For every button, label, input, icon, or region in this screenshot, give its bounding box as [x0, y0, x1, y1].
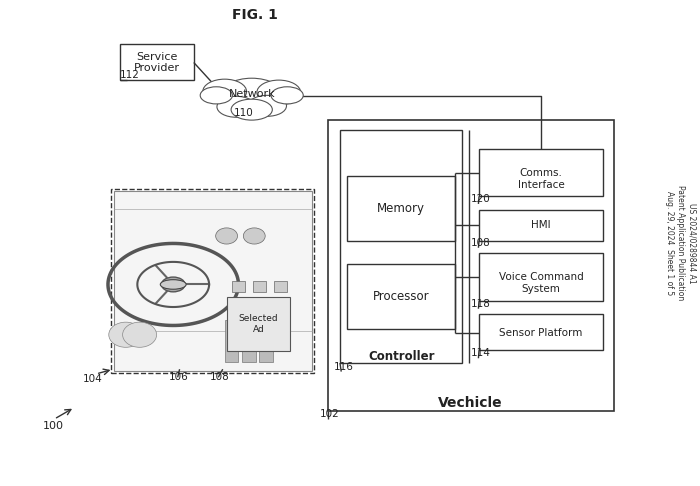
Circle shape	[122, 322, 157, 347]
Text: 104: 104	[83, 374, 103, 384]
FancyBboxPatch shape	[274, 281, 287, 292]
Text: Memory: Memory	[377, 202, 425, 215]
Text: Sensor Platform: Sensor Platform	[499, 328, 582, 338]
Ellipse shape	[162, 277, 185, 292]
FancyBboxPatch shape	[479, 209, 603, 241]
Text: 116: 116	[333, 362, 354, 372]
Ellipse shape	[220, 78, 284, 114]
Text: 112: 112	[120, 70, 139, 80]
Ellipse shape	[200, 87, 232, 104]
Text: Aug. 29, 2024  Sheet 1 of 5: Aug. 29, 2024 Sheet 1 of 5	[666, 191, 674, 295]
FancyBboxPatch shape	[242, 320, 256, 362]
Text: Controller: Controller	[368, 350, 435, 363]
FancyBboxPatch shape	[232, 281, 245, 292]
Text: HMI: HMI	[531, 220, 551, 230]
Text: 102: 102	[320, 409, 340, 419]
FancyBboxPatch shape	[120, 44, 194, 80]
FancyBboxPatch shape	[479, 149, 603, 196]
Text: 108: 108	[470, 238, 491, 248]
Ellipse shape	[231, 99, 272, 120]
FancyBboxPatch shape	[259, 320, 273, 362]
Circle shape	[108, 322, 143, 347]
FancyBboxPatch shape	[225, 320, 239, 362]
Ellipse shape	[257, 80, 301, 105]
Text: Network: Network	[228, 89, 275, 99]
Text: Vechicle: Vechicle	[438, 396, 503, 410]
Text: 120: 120	[470, 194, 491, 204]
Text: 114: 114	[470, 348, 491, 358]
Ellipse shape	[248, 95, 286, 116]
Text: 108: 108	[210, 372, 230, 382]
FancyBboxPatch shape	[479, 254, 603, 301]
Text: Comms.
Interface: Comms. Interface	[517, 168, 564, 190]
Text: Processor: Processor	[373, 290, 429, 303]
Text: FIG. 1: FIG. 1	[232, 7, 278, 21]
Ellipse shape	[160, 279, 186, 289]
Ellipse shape	[271, 87, 303, 104]
Text: 100: 100	[43, 421, 64, 432]
FancyBboxPatch shape	[114, 191, 312, 371]
Text: 110: 110	[234, 108, 253, 118]
Text: Service
Provider: Service Provider	[134, 52, 180, 73]
FancyBboxPatch shape	[111, 189, 314, 373]
Text: US 2024/0289844 A1: US 2024/0289844 A1	[687, 203, 696, 283]
Text: 106: 106	[169, 372, 189, 382]
FancyBboxPatch shape	[347, 176, 455, 241]
FancyBboxPatch shape	[227, 297, 290, 351]
FancyBboxPatch shape	[347, 264, 455, 329]
FancyBboxPatch shape	[479, 314, 603, 350]
Circle shape	[216, 228, 237, 244]
Text: 118: 118	[470, 299, 491, 309]
Text: Selected
Ad: Selected Ad	[239, 314, 279, 334]
Circle shape	[244, 228, 265, 244]
FancyBboxPatch shape	[340, 130, 462, 363]
Ellipse shape	[203, 79, 246, 104]
FancyBboxPatch shape	[253, 281, 266, 292]
FancyBboxPatch shape	[328, 120, 615, 411]
Ellipse shape	[217, 96, 256, 117]
Text: Patent Application Publication: Patent Application Publication	[676, 185, 685, 301]
Text: Voice Command
System: Voice Command System	[498, 272, 583, 294]
